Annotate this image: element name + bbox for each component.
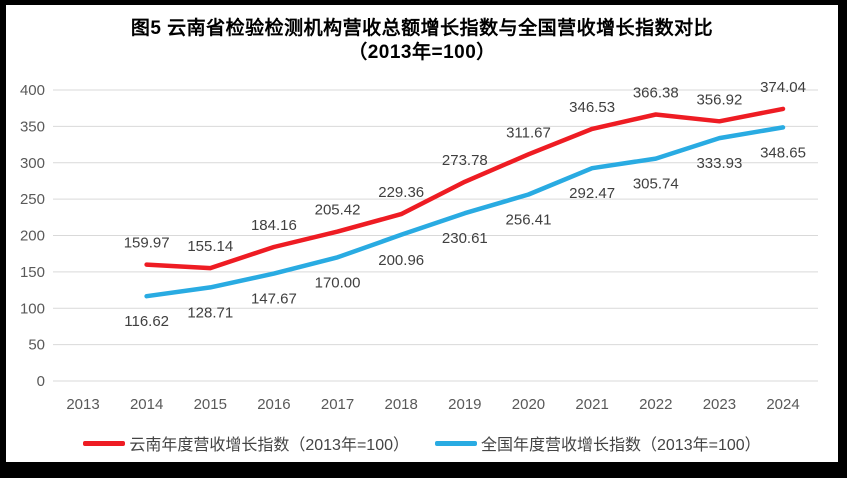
x-tick-label: 2024 [766,396,799,413]
data-label: 116.62 [124,313,169,330]
chart-title-line1: 图5 云南省检验检测机构营收总额增长指数与全国营收增长指数对比 [130,18,714,39]
x-tick-label: 2021 [575,396,608,413]
x-tick-label: 2023 [703,396,736,413]
data-label: 346.53 [569,99,615,116]
data-label: 311.67 [506,124,551,141]
data-label: 184.16 [251,217,297,234]
x-tick-label: 2015 [194,396,227,413]
data-label: 333.93 [696,155,742,172]
data-label: 292.47 [569,185,615,202]
y-tick-label: 50 [28,337,45,354]
chart-title: 图5 云南省检验检测机构营收总额增长指数与全国营收增长指数对比 （2013年=1… [6,17,838,65]
data-label: 374.04 [760,79,806,96]
data-label: 273.78 [442,152,488,169]
data-label: 256.41 [506,211,552,228]
data-label: 147.67 [251,291,297,308]
y-tick-label: 300 [20,155,45,172]
legend-label-yunnan: 云南年度营收增长指数（2013年=100） [129,437,409,454]
x-tick-label: 2020 [512,396,545,413]
legend-label-national: 全国年度营收增长指数（2013年=100） [481,437,761,454]
y-tick-label: 200 [20,228,45,245]
legend-item-yunnan: 云南年度营收增长指数（2013年=100） [83,431,409,455]
y-tick-label: 0 [37,373,45,390]
x-tick-label: 2014 [130,396,163,413]
x-tick-label: 2022 [639,396,672,413]
legend-line-swatch-yunnan [83,440,126,446]
data-label: 159.97 [124,235,170,252]
x-tick-label: 2018 [385,396,418,413]
x-tick-label: 2016 [257,396,290,413]
series-line-0 [144,106,786,271]
data-label: 205.42 [315,202,361,219]
data-label: 200.96 [378,252,424,269]
data-label: 305.74 [633,176,679,193]
data-label: 229.36 [378,184,424,201]
legend-line-swatch-national [435,440,477,446]
data-label: 128.71 [187,304,233,321]
data-label: 348.65 [760,144,806,161]
y-tick-label: 100 [20,300,45,317]
chart-title-line2: （2013年=100） [348,42,496,63]
x-tick-label: 2019 [448,396,481,413]
x-tick-label: 2013 [66,396,99,413]
series-line-1 [144,125,786,299]
y-tick-label: 400 [20,82,45,99]
chart-canvas: 图5 云南省检验检测机构营收总额增长指数与全国营收增长指数对比 （2013年=1… [6,5,838,462]
y-tick-label: 250 [20,191,45,208]
data-label: 366.38 [633,84,679,101]
line-chart: 0 50 100 150 200 250 300 350 400 2013 2014 2015 2016… [20,79,818,413]
data-label: 155.14 [187,238,233,255]
data-label: 356.92 [696,91,742,108]
legend-item-national: 全国年度营收增长指数（2013年=100） [435,431,761,455]
chart-legend: 云南年度营收增长指数（2013年=100） 全国年度营收增长指数（2013年=1… [6,431,838,455]
y-tick-label: 150 [20,264,45,281]
data-label: 230.61 [442,230,488,247]
y-tick-label: 350 [20,118,45,135]
data-label: 170.00 [315,274,361,291]
x-tick-label: 2017 [321,396,354,413]
